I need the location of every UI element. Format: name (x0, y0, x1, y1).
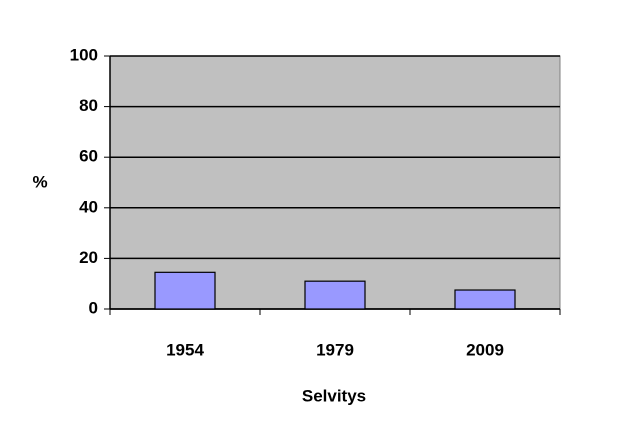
bar (154, 271, 216, 310)
x-axis-label: Selvitys (302, 386, 366, 405)
bar (454, 289, 516, 310)
plot-area (109, 55, 561, 310)
y-tick-label: 60 (79, 147, 98, 166)
y-tick-label: 100 (70, 45, 98, 64)
y-tick-label: 0 (89, 298, 98, 317)
x-tick-label: 1979 (316, 340, 354, 359)
bar (304, 280, 366, 310)
y-tick-label: 40 (79, 197, 98, 216)
y-tick-label: 80 (79, 96, 98, 115)
y-axis-label: % (32, 172, 47, 191)
x-tick-label: 1954 (166, 340, 204, 359)
y-tick-label: 20 (79, 248, 98, 267)
x-tick-label: 2009 (466, 340, 504, 359)
